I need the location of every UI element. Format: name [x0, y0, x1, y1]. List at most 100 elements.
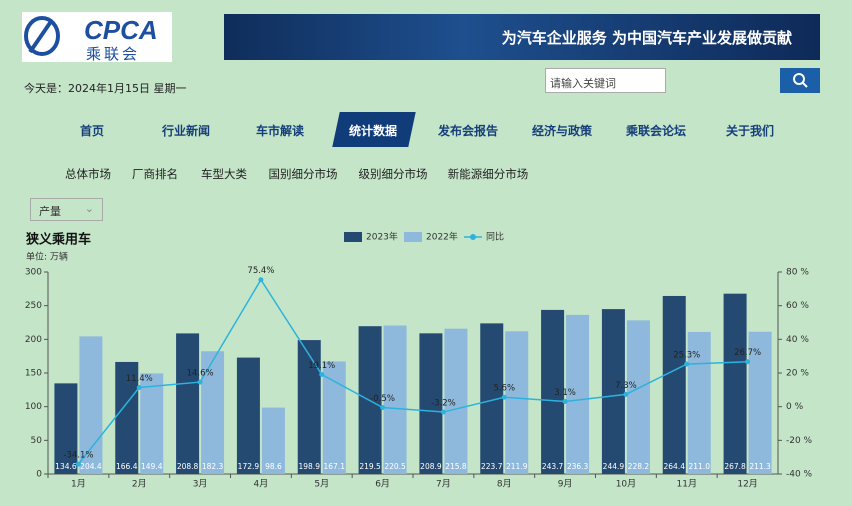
logo[interactable]: CPCA 乘联会	[22, 12, 172, 63]
line-point	[380, 405, 386, 411]
y2-tick-label: 20 %	[786, 369, 809, 379]
x-tick-label: 10月	[616, 479, 636, 490]
bar-value-label: 244.9	[603, 462, 625, 471]
subnav-item[interactable]: 新能源细分市场	[447, 167, 529, 181]
bar	[444, 328, 468, 474]
bar	[480, 323, 504, 474]
bar-value-label: 220.5	[384, 462, 406, 471]
bar	[297, 340, 321, 474]
legend-label: 2022年	[426, 231, 458, 243]
search-button[interactable]	[780, 68, 820, 93]
search-icon	[793, 73, 808, 88]
bar-value-label: 134.6	[55, 462, 77, 471]
legend-swatch	[404, 232, 422, 242]
bar	[723, 293, 747, 474]
subnav-item[interactable]: 总体市场	[65, 167, 111, 181]
line-value-label: -3.2%	[431, 399, 456, 409]
bar-value-label: 236.3	[567, 462, 589, 471]
line-value-label: 11.4%	[126, 374, 153, 384]
subnav-item[interactable]: 国别细分市场	[268, 167, 338, 181]
x-tick-label: 4月	[254, 479, 269, 490]
y2-tick-label: 60 %	[786, 301, 809, 311]
nav-item[interactable]: 车市解读	[255, 124, 305, 138]
line-point	[684, 361, 690, 367]
dropdown-text: 产量	[39, 205, 61, 218]
banner: 为汽车企业服务 为中国汽车产业发展做贡献	[224, 14, 820, 60]
bar-value-label: 167.1	[324, 462, 346, 471]
y-tick-label: 50	[31, 436, 43, 446]
nav-item[interactable]: 乘联会论坛	[625, 124, 687, 138]
bar	[79, 336, 103, 474]
y-tick-label: 200	[25, 335, 42, 345]
nav-item[interactable]: 经济与政策	[531, 124, 593, 138]
bar	[626, 320, 650, 474]
bar	[383, 325, 407, 474]
bar	[601, 309, 625, 474]
line-point	[197, 379, 203, 385]
y2-tick-label: 80 %	[786, 268, 809, 278]
bar-value-label: 264.4	[664, 462, 686, 471]
bar	[54, 383, 78, 474]
line-value-label: 7.3%	[615, 381, 637, 391]
bar	[687, 331, 711, 474]
y-tick-label: 250	[25, 301, 42, 311]
nav-item[interactable]: 发布会报告	[437, 124, 499, 138]
legend-dot	[470, 234, 476, 240]
line-value-label: -34.1%	[63, 451, 93, 461]
line-value-label: 19.1%	[308, 361, 335, 371]
subnav-item[interactable]: 厂商排名	[132, 167, 178, 181]
line-value-label: 3.1%	[554, 388, 576, 398]
banner-text: 为汽车企业服务 为中国汽车产业发展做贡献	[501, 29, 792, 47]
bar-value-label: 223.7	[481, 462, 503, 471]
legend-label: 同比	[486, 231, 504, 243]
subnav-item[interactable]: 车型大类	[201, 167, 247, 181]
subnav-item[interactable]: 级别细分市场	[358, 167, 428, 181]
bar-value-label: 215.8	[445, 462, 467, 471]
x-tick-label: 6月	[375, 479, 390, 490]
chart-title: 狭义乘用车	[25, 232, 91, 248]
logo-ring	[24, 16, 60, 56]
line-point	[440, 409, 446, 415]
x-tick-label: 1月	[71, 479, 86, 490]
bar-value-label: 149.4	[141, 462, 163, 471]
line	[77, 278, 748, 465]
bar-value-label: 267.8	[724, 462, 746, 471]
x-tick-label: 3月	[193, 479, 208, 490]
y-tick-label: 100	[25, 402, 42, 412]
bar	[176, 333, 200, 474]
line-point	[501, 394, 507, 400]
bar-value-label: 219.5	[359, 462, 381, 471]
line-point	[562, 398, 568, 404]
bar-value-label: 98.6	[265, 462, 282, 471]
nav-item[interactable]: 关于我们	[725, 124, 775, 138]
dropdown[interactable]: 产量 ⌄	[30, 198, 103, 221]
line-point	[623, 391, 629, 397]
bar-value-label: 211.0	[689, 462, 711, 471]
bar-value-label: 211.9	[506, 462, 528, 471]
search-handle	[802, 82, 808, 88]
line-value-label: 5.6%	[493, 384, 515, 394]
bar	[541, 309, 565, 474]
bar	[115, 361, 139, 474]
y2-tick-label: 0 %	[786, 402, 804, 412]
search-input[interactable]: 请输入关键词	[545, 68, 666, 93]
line-value-label: 75.4%	[247, 266, 274, 276]
line-point	[258, 277, 264, 283]
bar	[419, 333, 443, 474]
logo-icon	[24, 16, 60, 56]
bar	[261, 407, 285, 474]
x-tick-label: 9月	[558, 479, 573, 490]
bar	[662, 295, 686, 474]
bar	[140, 373, 164, 474]
x-tick-label: 8月	[497, 479, 512, 490]
legend-swatch	[344, 232, 362, 242]
bar	[566, 314, 590, 474]
y-tick-label: 0	[36, 470, 42, 480]
nav-item[interactable]: 行业新闻	[161, 124, 211, 138]
chart-unit: 单位: 万辆	[26, 251, 68, 263]
nav-item[interactable]: 统计数据	[348, 124, 398, 138]
bar-value-label: 198.9	[299, 462, 321, 471]
nav-item[interactable]: 首页	[79, 124, 105, 138]
